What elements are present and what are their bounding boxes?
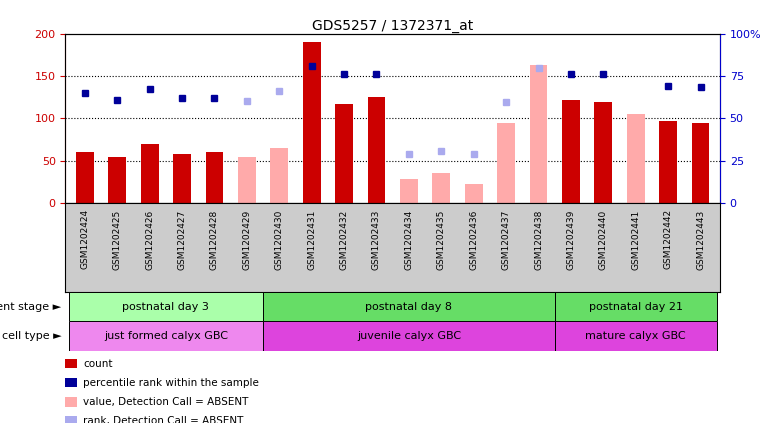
Bar	[263, 321, 554, 351]
Text: count: count	[83, 359, 113, 369]
Text: mature calyx GBC: mature calyx GBC	[585, 331, 686, 341]
Bar	[691, 123, 709, 203]
Text: development stage ►: development stage ►	[0, 302, 62, 312]
Text: GSM1202425: GSM1202425	[112, 209, 122, 269]
Text: GSM1202438: GSM1202438	[534, 209, 543, 269]
Bar	[627, 114, 644, 203]
Bar	[659, 121, 677, 203]
Bar	[303, 42, 320, 203]
Bar	[594, 102, 612, 203]
Text: juvenile calyx GBC: juvenile calyx GBC	[357, 331, 461, 341]
Text: GSM1202435: GSM1202435	[437, 209, 446, 269]
Bar	[335, 104, 353, 203]
Bar	[270, 148, 288, 203]
Bar	[367, 97, 386, 203]
Bar	[206, 152, 223, 203]
Bar	[562, 100, 580, 203]
Text: GSM1202439: GSM1202439	[567, 209, 575, 269]
Title: GDS5257 / 1372371_at: GDS5257 / 1372371_at	[312, 19, 474, 33]
Text: GSM1202442: GSM1202442	[664, 209, 673, 269]
Bar	[69, 292, 263, 321]
Text: postnatal day 3: postnatal day 3	[122, 302, 209, 312]
Text: GSM1202436: GSM1202436	[469, 209, 478, 269]
Text: GSM1202440: GSM1202440	[599, 209, 608, 269]
Bar	[554, 321, 717, 351]
Text: just formed calyx GBC: just formed calyx GBC	[104, 331, 228, 341]
Text: GSM1202434: GSM1202434	[404, 209, 413, 269]
Text: GSM1202424: GSM1202424	[80, 209, 89, 269]
Text: postnatal day 21: postnatal day 21	[589, 302, 683, 312]
Text: value, Detection Call = ABSENT: value, Detection Call = ABSENT	[83, 397, 249, 407]
Text: rank, Detection Call = ABSENT: rank, Detection Call = ABSENT	[83, 416, 244, 423]
Bar	[465, 184, 483, 203]
Bar	[554, 292, 717, 321]
Text: GSM1202433: GSM1202433	[372, 209, 381, 269]
Text: percentile rank within the sample: percentile rank within the sample	[83, 378, 259, 388]
Text: GSM1202430: GSM1202430	[275, 209, 284, 269]
Text: GSM1202432: GSM1202432	[340, 209, 349, 269]
Bar	[400, 179, 418, 203]
Bar	[433, 173, 450, 203]
Text: GSM1202443: GSM1202443	[696, 209, 705, 269]
Bar	[141, 144, 159, 203]
Text: GSM1202437: GSM1202437	[501, 209, 511, 269]
Text: GSM1202428: GSM1202428	[210, 209, 219, 269]
Text: GSM1202426: GSM1202426	[146, 209, 154, 269]
Bar	[263, 292, 554, 321]
Bar	[109, 157, 126, 203]
Text: GSM1202431: GSM1202431	[307, 209, 316, 269]
Text: cell type ►: cell type ►	[2, 331, 62, 341]
Bar	[69, 321, 263, 351]
Text: GSM1202441: GSM1202441	[631, 209, 640, 269]
Bar	[497, 123, 515, 203]
Bar	[530, 65, 547, 203]
Bar	[76, 152, 94, 203]
Text: postnatal day 8: postnatal day 8	[366, 302, 453, 312]
Bar	[238, 157, 256, 203]
Bar	[173, 154, 191, 203]
Text: GSM1202429: GSM1202429	[243, 209, 251, 269]
Text: GSM1202427: GSM1202427	[178, 209, 186, 269]
